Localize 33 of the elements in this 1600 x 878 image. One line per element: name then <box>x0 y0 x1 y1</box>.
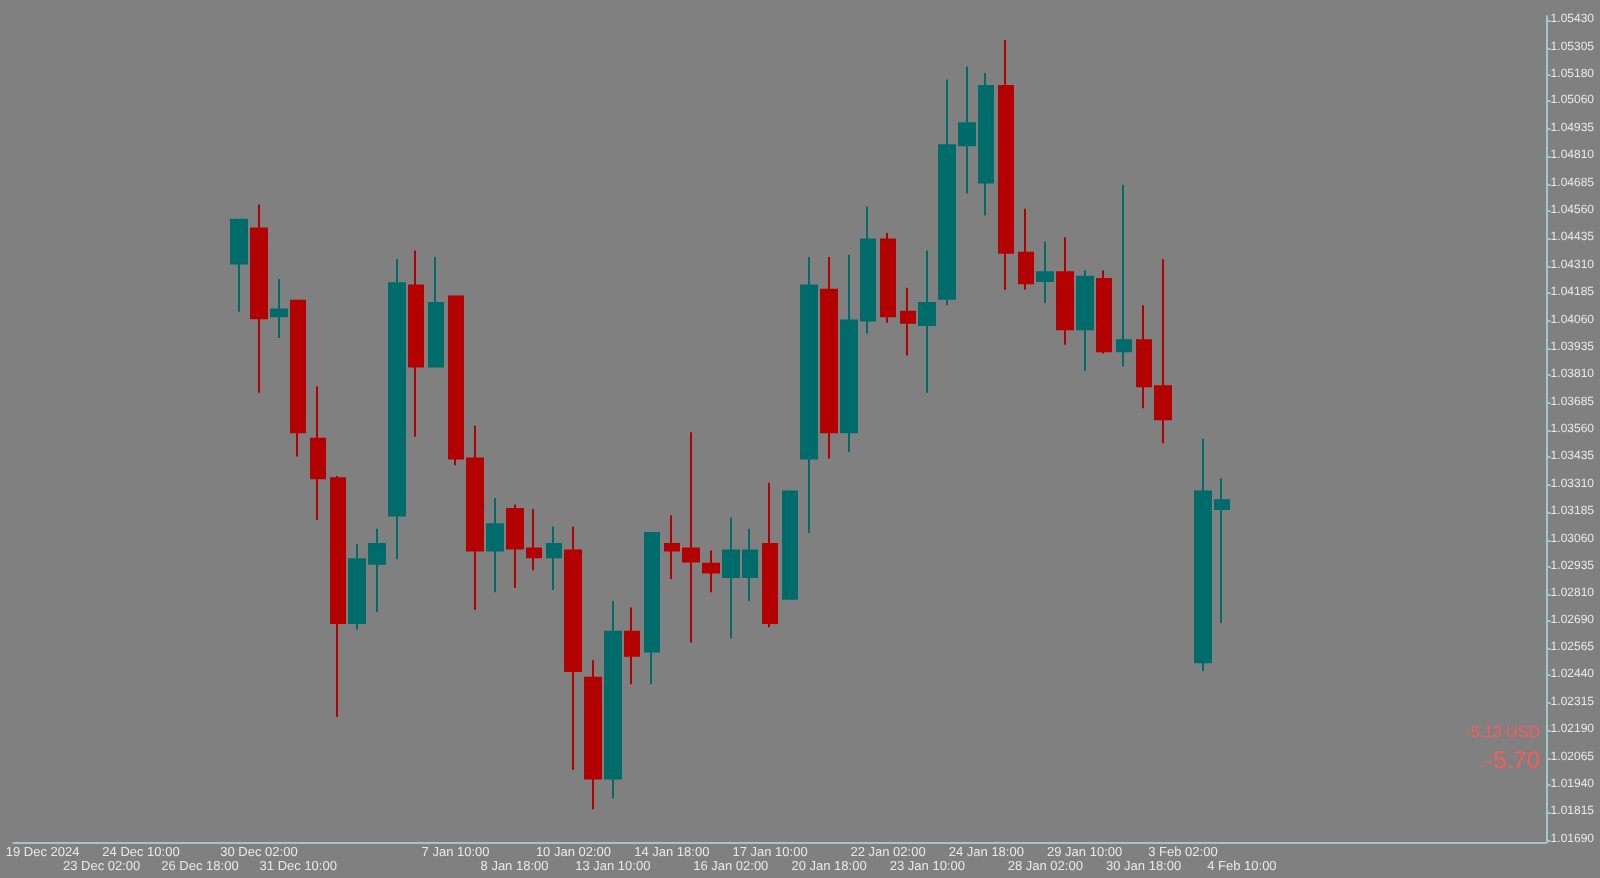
candlestick <box>702 549 720 594</box>
candlestick <box>250 203 268 394</box>
candlestick <box>290 299 306 458</box>
candlestick <box>1056 236 1074 346</box>
candlestick <box>762 481 778 629</box>
candlestick <box>918 249 936 394</box>
candlestick <box>1116 183 1132 368</box>
candlestick <box>624 606 640 686</box>
candlestick <box>388 258 406 561</box>
candlestick <box>408 249 424 438</box>
candlestick <box>310 385 326 521</box>
candlestick <box>546 525 562 592</box>
candlestick <box>782 490 798 600</box>
candlestick <box>880 231 896 324</box>
annotation: -5.13 USD <box>1465 723 1541 741</box>
candlestick <box>428 256 444 368</box>
candlestick <box>1096 269 1112 355</box>
candlestick <box>820 256 838 460</box>
candlestick <box>1036 240 1054 305</box>
candlestick <box>644 532 660 686</box>
candlestick <box>998 39 1014 291</box>
candlestick <box>584 659 602 811</box>
candlestick <box>230 218 248 313</box>
candlestick <box>604 599 622 800</box>
candlestick <box>1076 269 1094 372</box>
annotation: -5.70 <box>1485 746 1541 774</box>
candlestick <box>486 497 504 594</box>
candlestick <box>564 525 582 771</box>
candlestick <box>900 286 916 357</box>
candlestick <box>800 256 818 535</box>
candlestick <box>270 277 288 340</box>
candlestick <box>1018 207 1034 291</box>
candlestick <box>330 475 346 719</box>
